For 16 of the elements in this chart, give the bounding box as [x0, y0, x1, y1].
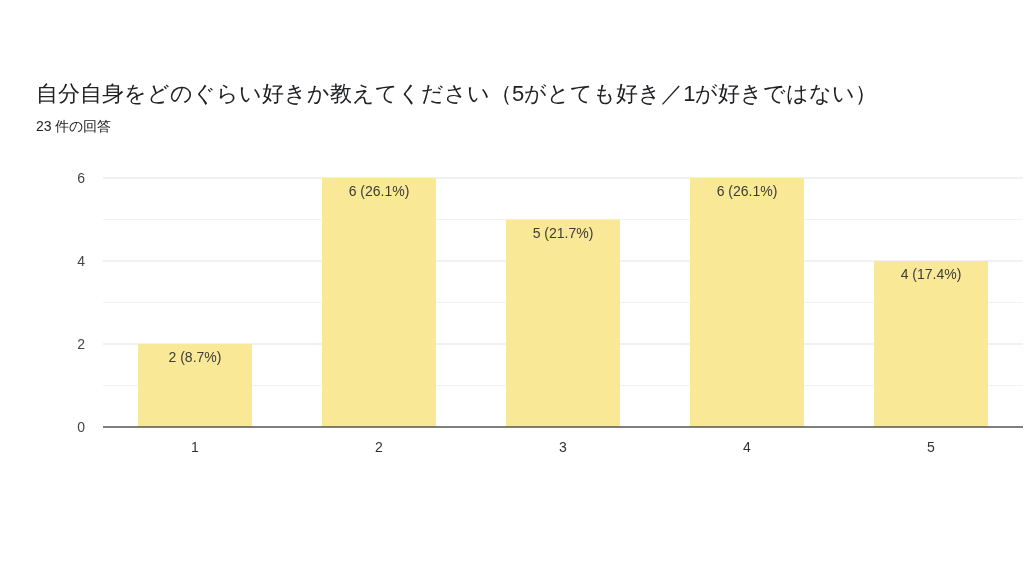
x-tick-label: 5 [927, 439, 936, 455]
y-tick-label: 0 [77, 419, 86, 435]
subtitle: 23 件の回答 [36, 118, 112, 134]
title: 自分自身をどのぐらい好きか教えてください（5がとても好き／1が好きではない） [36, 81, 878, 106]
data-label: 6 (26.1%) [348, 183, 410, 199]
x-tick-label: 4 [743, 439, 752, 455]
y-tick-label: 4 [77, 253, 86, 269]
x-tick-label: 3 [559, 439, 568, 455]
data-label: 4 (17.4%) [900, 266, 962, 282]
data-label: 6 (26.1%) [716, 183, 778, 199]
x-tick-label: 2 [375, 439, 384, 455]
x-tick-label: 1 [191, 439, 200, 455]
data-label: 5 (21.7%) [532, 224, 594, 241]
y-tick-label: 2 [77, 336, 86, 352]
data-label: 2 (8.7%) [168, 349, 222, 365]
y-tick-label: 6 [77, 170, 86, 186]
